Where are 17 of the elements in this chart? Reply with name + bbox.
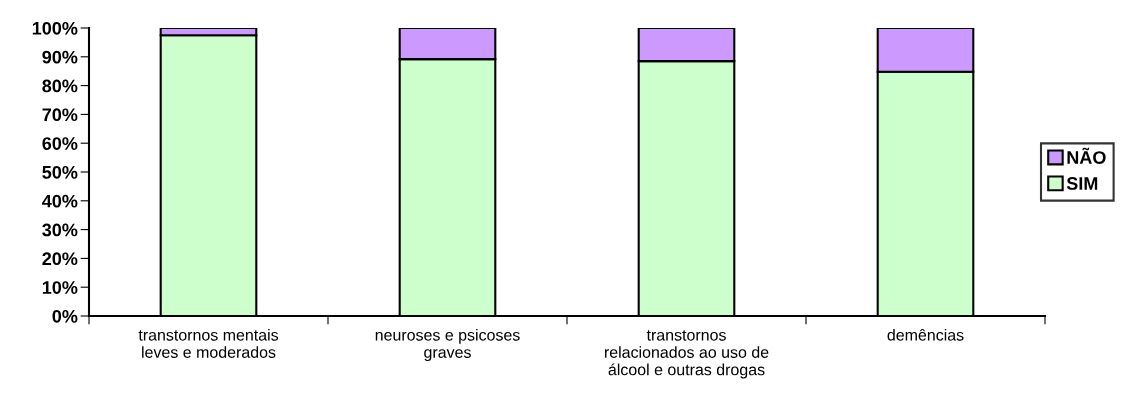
y-tick-label: 80% bbox=[42, 79, 78, 93]
y-tick-label: 30% bbox=[42, 223, 78, 237]
x-tick-label: transtornos relacionados ao uso de álcool e outras drogas bbox=[604, 330, 769, 379]
x-tick-label: transtornos mentais leves e moderados bbox=[138, 328, 279, 358]
y-tick-label: 50% bbox=[42, 165, 78, 179]
y-tick-label: 20% bbox=[42, 252, 78, 266]
y-tick-label: 70% bbox=[42, 108, 78, 122]
y-tick-label: 100% bbox=[32, 21, 78, 35]
legend-label: NÃO bbox=[1067, 147, 1106, 164]
y-tick-label: 10% bbox=[42, 281, 78, 294]
y-tick-label: 40% bbox=[42, 194, 78, 208]
y-tick-label: 0% bbox=[52, 309, 78, 323]
y-tick-label: 90% bbox=[42, 50, 78, 64]
y-tick-label: 60% bbox=[42, 137, 78, 150]
x-tick-label: neuroses e psicoses graves bbox=[375, 328, 520, 362]
legend-label: SIM bbox=[1066, 177, 1098, 190]
x-tick-label: demências bbox=[887, 328, 964, 341]
